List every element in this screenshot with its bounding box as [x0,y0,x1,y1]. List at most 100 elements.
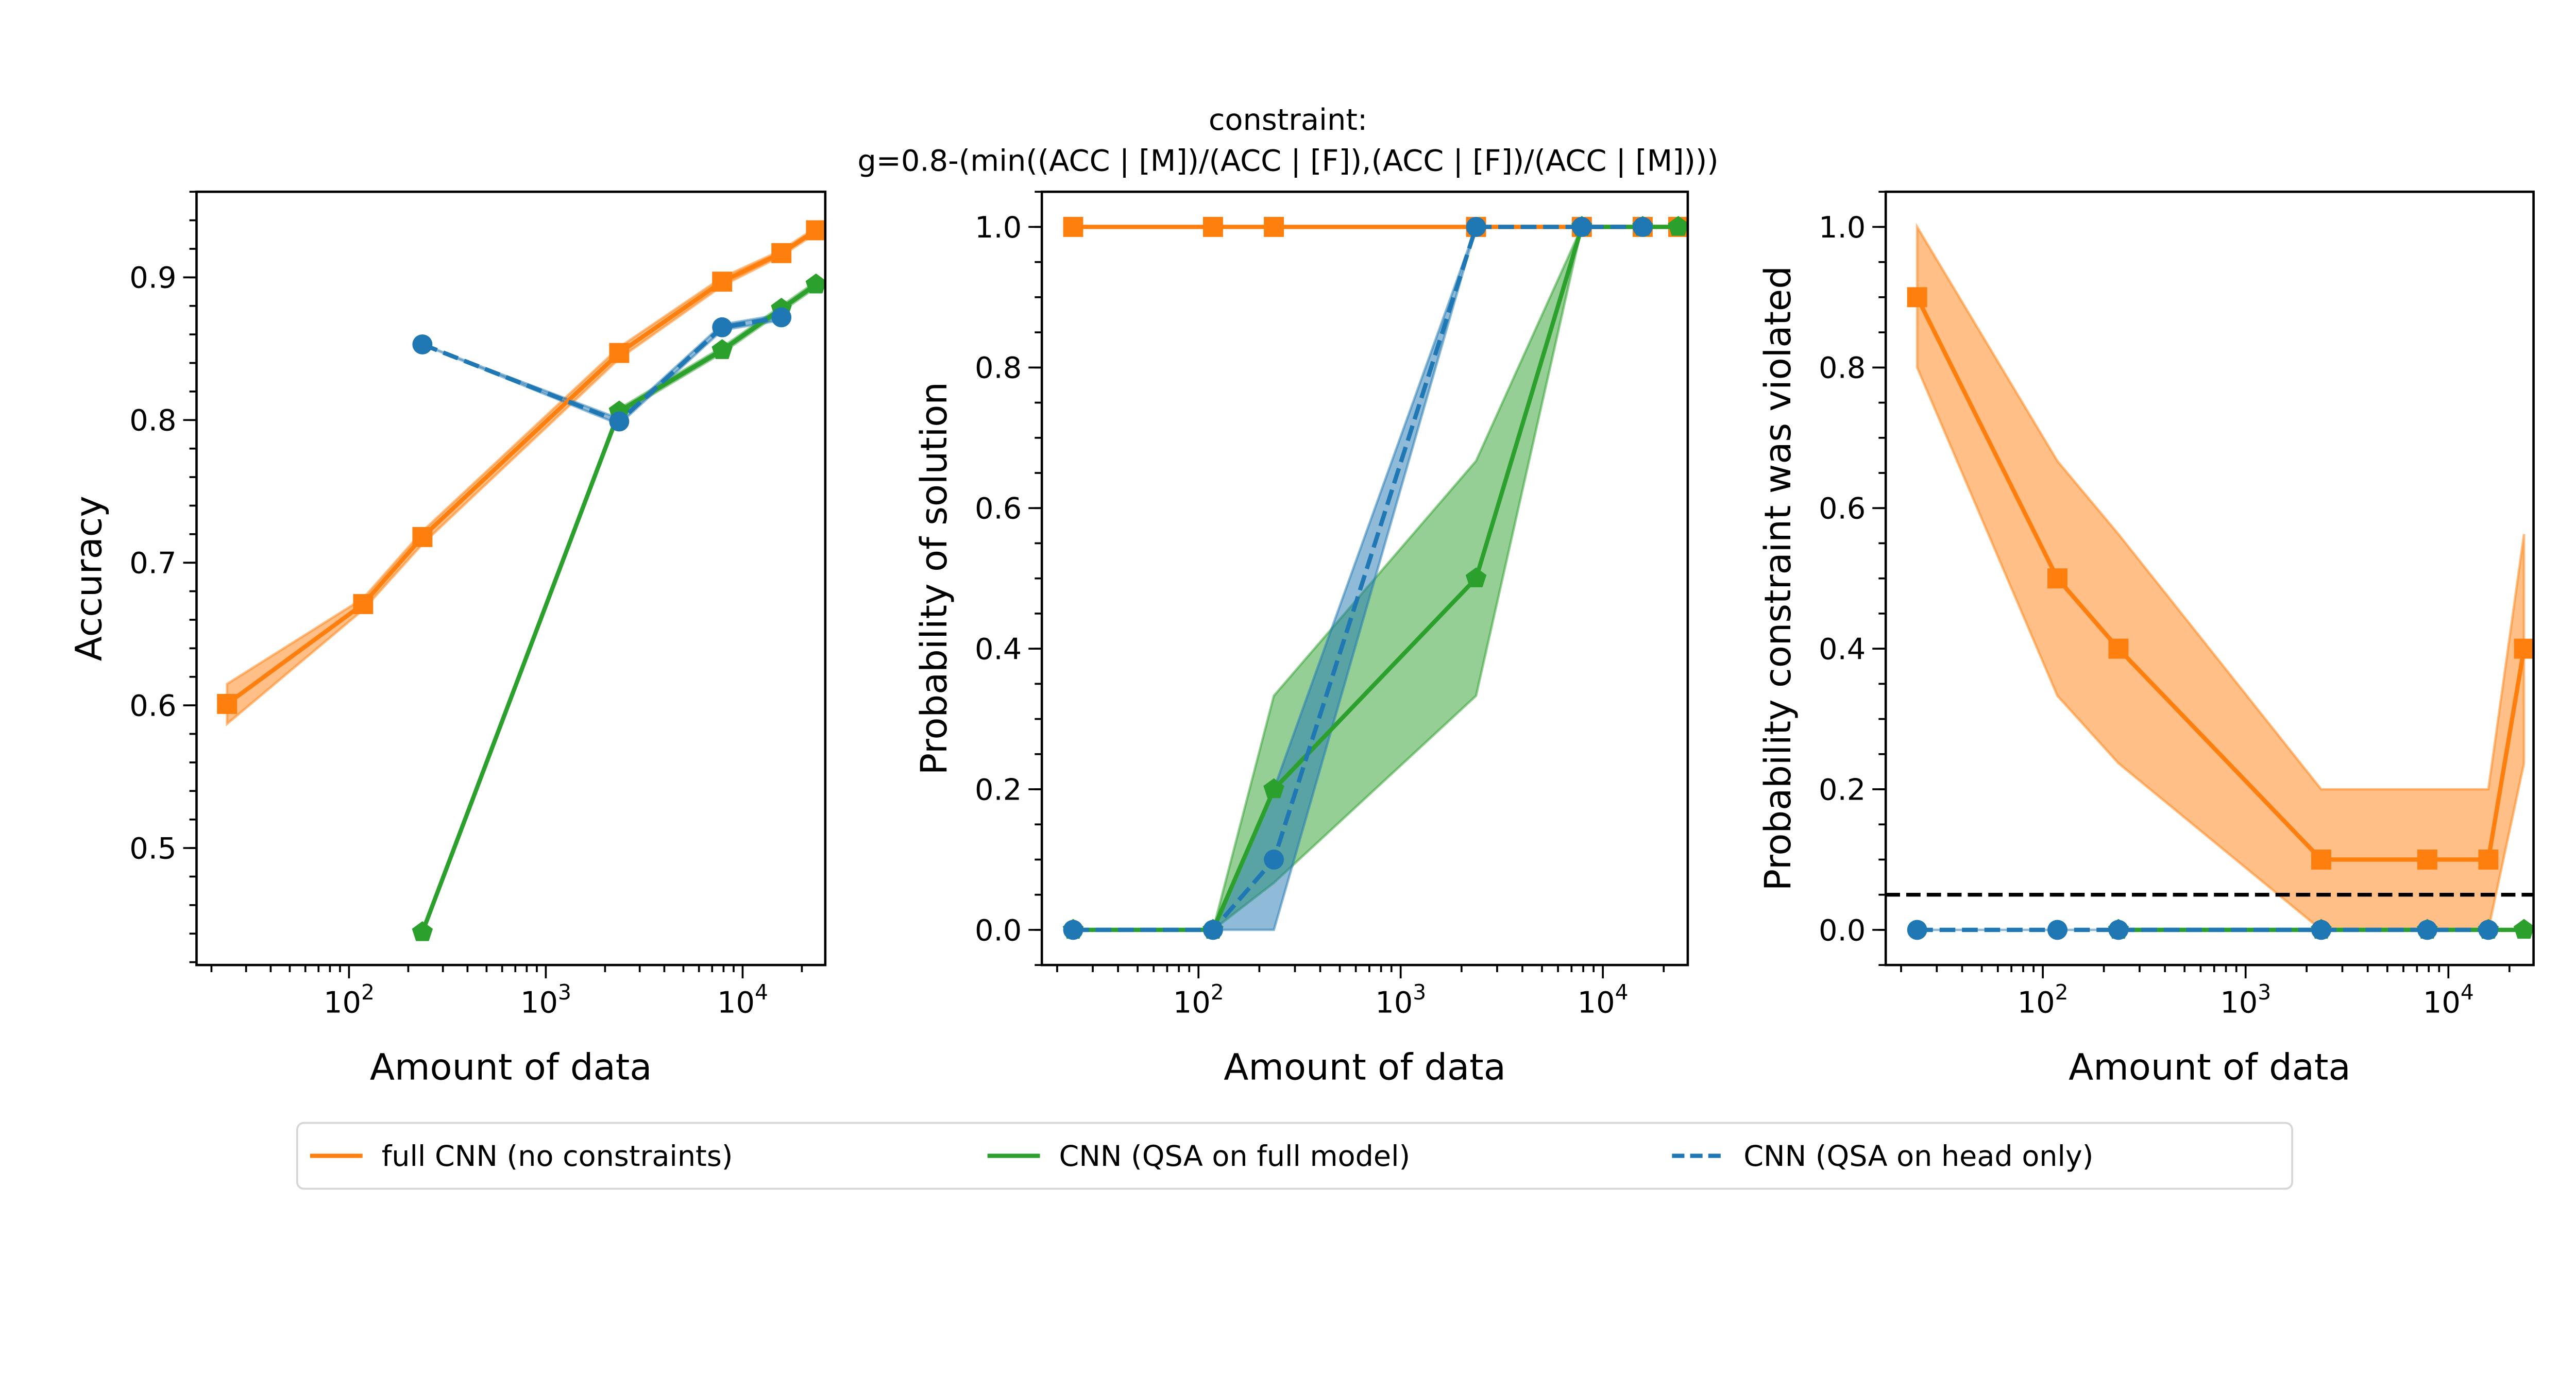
data-point-blue [1063,920,1083,940]
y-tick-label: 0.6 [129,689,176,723]
data-point-orange [2108,638,2129,659]
x-tick-label: 104 [1578,980,1629,1020]
figure: constraint: g=0.8-(min((ACC | [M])/(ACC … [67,102,2535,1190]
data-point-blue [2047,920,2067,940]
legend-box [296,1122,2293,1190]
data-point-blue [609,411,630,432]
data-point-orange [2478,850,2499,870]
y-tick-label: 0.6 [1819,491,1866,526]
x-tick-base: 10 [1375,986,1413,1020]
chart-title-line2: g=0.8-(min((ACC | [M])/(ACC | [F]),(ACC … [857,143,1718,178]
y-tick-label: 1.0 [1819,210,1866,245]
data-point-orange [217,693,238,714]
data-point-orange [712,272,733,292]
data-point-green [805,273,825,294]
legend-label: CNN (QSA on full model) [1059,1140,1411,1173]
data-point-blue [412,334,433,354]
x-tick-exponent: 3 [558,980,571,1005]
plot-area [1062,216,1688,940]
data-point-blue [1466,217,1486,237]
data-point-blue [1264,850,1284,870]
data-point-orange [2047,568,2067,589]
data-point-orange [2311,850,2331,870]
data-point-orange [2514,638,2534,659]
data-point-blue [2108,920,2129,940]
y-tick-label: 0.7 [129,546,176,581]
y-tick-label: 0.8 [129,403,176,438]
x-tick-label: 102 [2018,980,2069,1020]
data-point-orange [1264,217,1284,237]
y-tick-label: 0.4 [975,632,1022,667]
y-axis-label: Probability of solution [913,382,955,775]
x-tick-label: 103 [1375,980,1426,1020]
x-tick-exponent: 2 [361,980,375,1005]
data-point-blue [1571,217,1592,237]
x-axis-label: Amount of data [370,1046,652,1088]
axes-frame [1884,190,2535,966]
data-point-orange [2417,850,2437,870]
data-point-orange [353,594,374,614]
x-tick-exponent: 3 [2258,980,2271,1005]
data-point-green [412,921,433,941]
x-tick-label: 103 [2220,980,2271,1020]
data-point-orange [1203,217,1223,237]
x-tick-exponent: 2 [2055,980,2069,1005]
x-tick-base: 10 [1173,986,1211,1020]
data-point-green [1465,567,1487,587]
data-point-blue [1907,920,1927,940]
legend: full CNN (no constraints) CNN (QSA on fu… [296,1122,2293,1190]
data-point-blue [2417,920,2437,940]
data-point-orange [771,243,792,263]
data-point-orange [1063,217,1083,237]
y-tick-label: 0.2 [975,772,1022,807]
x-tick-base: 10 [2220,986,2258,1020]
x-tick-label: 104 [717,980,768,1020]
data-point-green [2513,919,2534,939]
y-tick-label: 0.2 [1819,772,1866,807]
y-tick-label: 0.8 [1819,351,1866,385]
legend-label: full CNN (no constraints) [382,1140,733,1173]
x-tick-label: 102 [1173,980,1224,1020]
y-tick-label: 0.0 [975,913,1022,947]
data-point-blue [1203,920,1223,940]
x-tick-exponent: 4 [2461,980,2474,1005]
x-tick-exponent: 4 [755,980,768,1005]
x-tick-label: 104 [2423,980,2474,1020]
data-point-blue [1632,217,1653,237]
x-tick-exponent: 3 [1413,980,1426,1005]
x-tick-base: 10 [2018,986,2055,1020]
data-point-green [711,339,733,359]
y-tick-label: 0.6 [975,491,1022,526]
x-axis-label: Amount of data [2069,1046,2351,1088]
data-point-green [1668,216,1688,236]
y-tick-label: 0.5 [129,831,176,866]
chart-title-line1: constraint: [1209,103,1367,137]
data-point-green [1263,778,1284,799]
x-tick-label: 102 [324,980,375,1020]
x-tick-exponent: 2 [1211,980,1224,1005]
x-tick-base: 10 [717,986,755,1020]
x-tick-base: 10 [2423,986,2461,1020]
data-point-blue [2311,920,2331,940]
plot-area [1886,223,2534,940]
x-tick-base: 10 [520,986,558,1020]
series-line-blue [421,315,782,424]
y-tick-label: 0.0 [1819,913,1866,947]
data-point-blue [2478,920,2499,940]
x-tick-label: 103 [520,980,571,1020]
y-tick-label: 0.9 [129,261,176,295]
x-tick-base: 10 [1578,986,1615,1020]
y-axis-label: Accuracy [67,496,110,661]
data-point-orange [412,527,433,547]
axes-frame [195,190,827,966]
x-axis-label: Amount of data [1224,1046,1506,1088]
y-tick-label: 1.0 [975,210,1022,245]
data-point-orange [1907,287,1927,308]
legend-label: CNN (QSA on head only) [1743,1140,2093,1173]
data-point-orange [609,343,630,363]
x-tick-exponent: 4 [1615,980,1629,1005]
